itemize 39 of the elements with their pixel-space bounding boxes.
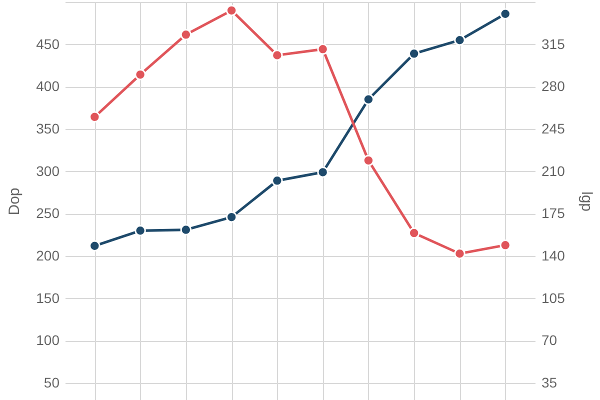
point — [226, 211, 238, 223]
point — [500, 240, 511, 251]
y2-tick-label: 175 — [542, 205, 566, 222]
point — [408, 48, 420, 60]
y-tick-label: 450 — [36, 36, 60, 52]
y2-tick-label: 140 — [542, 248, 566, 264]
y2-tick-label: 315 — [542, 36, 566, 52]
y2-tick-label: 245 — [542, 120, 566, 137]
point — [134, 225, 146, 236]
point — [317, 44, 328, 55]
y2-tick-label: 280 — [542, 78, 566, 94]
point — [134, 68, 146, 80]
y-axis-title: Dop — [6, 188, 24, 216]
point — [454, 248, 466, 260]
point — [89, 111, 100, 123]
y-tick-label: 100 — [36, 332, 60, 348]
point — [89, 240, 100, 252]
point — [454, 34, 466, 46]
y2-tick-label: 210 — [542, 162, 566, 179]
y-tick-label: 50 — [44, 374, 60, 391]
point — [226, 4, 238, 16]
point — [272, 175, 283, 186]
y2-tick-label: 70 — [542, 332, 558, 348]
y2-axis-title: lgp — [578, 191, 595, 212]
point — [500, 8, 511, 20]
y-tick-label: 200 — [36, 248, 60, 264]
point — [180, 29, 192, 40]
point — [362, 154, 374, 166]
y2-tick-label: 35 — [542, 374, 558, 391]
y-tick-label: 400 — [36, 78, 60, 94]
y-tick-label: 250 — [36, 205, 60, 222]
point — [180, 224, 192, 236]
y-tick-label: 300 — [36, 162, 60, 179]
point — [362, 94, 374, 105]
y2-tick-label: 105 — [542, 290, 566, 306]
y-tick-label: 150 — [36, 290, 60, 306]
point — [272, 50, 283, 61]
y-tick-label: 350 — [36, 120, 60, 137]
point — [317, 166, 328, 178]
